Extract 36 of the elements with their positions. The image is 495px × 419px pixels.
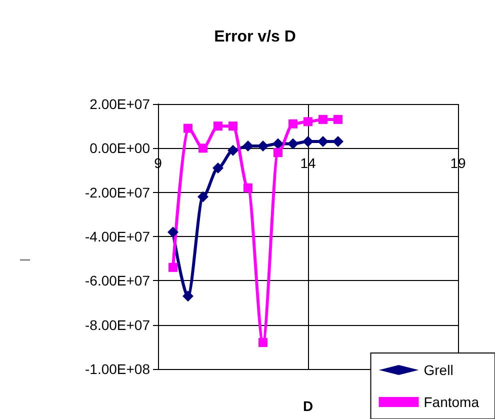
- point: [274, 148, 282, 158]
- point: [304, 117, 312, 126]
- point: [198, 191, 208, 202]
- y-tick-label: -2.00E+07: [85, 184, 150, 200]
- legend-label: Grell: [424, 362, 454, 378]
- y-tick-label: -6.00E+07: [85, 272, 150, 289]
- point: [212, 162, 224, 174]
- point: [184, 124, 192, 133]
- point: [334, 114, 342, 124]
- point: [318, 114, 328, 124]
- x-axis-title: D: [302, 398, 314, 414]
- point: [318, 136, 328, 148]
- legend-label: Fantoma: [424, 394, 480, 410]
- point: [168, 262, 178, 272]
- point: [228, 122, 238, 131]
- point: [228, 144, 238, 156]
- point: [168, 226, 178, 238]
- point: [258, 140, 268, 152]
- point: [198, 144, 208, 153]
- y-tick-label: 0.00E+00: [90, 140, 150, 156]
- chart-title: Error v/s D: [214, 28, 296, 46]
- y-tick-label: 2.00E+07: [90, 96, 150, 112]
- text: —: [20, 254, 30, 266]
- point: [214, 122, 222, 131]
- y-tick-label: -4.00E+07: [85, 228, 150, 244]
- point: [288, 119, 298, 128]
- point: [242, 140, 254, 152]
- point: [302, 136, 314, 148]
- point: [288, 138, 298, 150]
- point: [258, 338, 268, 347]
- point: [182, 290, 194, 302]
- y-tick-label: -8.00E+07: [85, 316, 150, 333]
- point: [332, 136, 344, 148]
- y-tick-label: -1.00E+08: [85, 361, 150, 377]
- point: [244, 183, 252, 192]
- point: [272, 138, 284, 150]
